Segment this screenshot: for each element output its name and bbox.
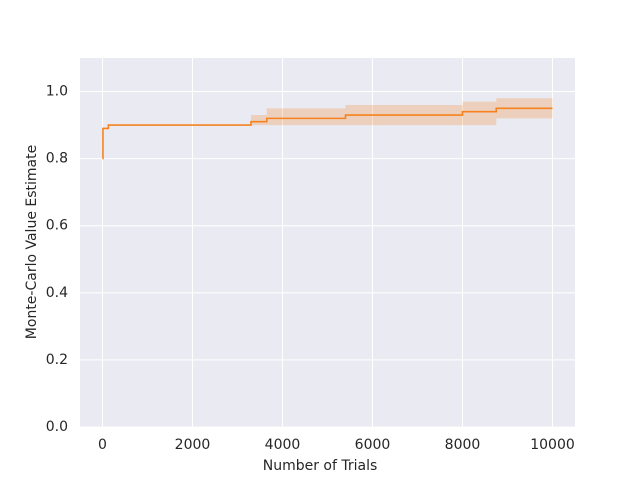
y-tick-label: 1.0 <box>46 84 68 100</box>
line <box>102 107 553 160</box>
plot-area <box>80 58 575 427</box>
x-axis-label: Number of Trials <box>263 458 378 474</box>
confidence-band <box>102 98 553 159</box>
y-tick-label: 0.6 <box>46 218 68 234</box>
y-axis-label: Monte-Carlo Value Estimate <box>24 145 40 339</box>
y-tick-label: 0.8 <box>46 151 68 167</box>
x-tick-label: 0 <box>98 437 107 453</box>
y-tick-label: 0.2 <box>46 352 68 368</box>
y-tick-label: 0.4 <box>46 285 68 301</box>
x-tick-label: 4000 <box>265 437 301 453</box>
y-tick-label: 0.0 <box>46 419 68 435</box>
x-tick-label: 8000 <box>445 437 481 453</box>
x-tick-label: 2000 <box>175 437 211 453</box>
x-tick-label: 10000 <box>530 437 575 453</box>
x-tick-label: 6000 <box>355 437 391 453</box>
